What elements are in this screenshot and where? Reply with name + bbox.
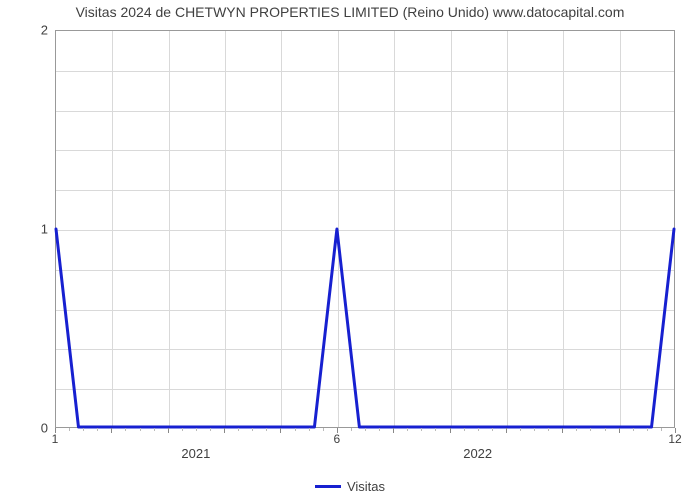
x-tick-minor	[365, 428, 366, 431]
x-tick-minor	[520, 428, 521, 431]
x-tick-label-12: 12	[668, 432, 681, 446]
x-tick	[168, 428, 169, 433]
x-tick-minor	[351, 428, 352, 431]
x-tick-minor	[252, 428, 253, 431]
x-tick-minor	[464, 428, 465, 431]
x-tick-minor	[69, 428, 70, 431]
x-tick-minor	[154, 428, 155, 431]
x-tick	[393, 428, 394, 433]
y-tick-0: 0	[41, 421, 48, 436]
x-tick	[506, 428, 507, 433]
legend-swatch	[315, 485, 341, 488]
x-tick-minor	[478, 428, 479, 431]
x-axis-year-2021: 2021	[181, 446, 210, 461]
x-tick-minor	[661, 428, 662, 431]
x-tick-label-1: 1	[52, 432, 59, 446]
chart-title: Visitas 2024 de CHETWYN PROPERTIES LIMIT…	[0, 4, 700, 20]
x-tick-minor	[323, 428, 324, 431]
x-tick-minor	[548, 428, 549, 431]
x-tick-minor	[295, 428, 296, 431]
y-tick-2: 2	[41, 23, 48, 38]
x-tick-minor	[266, 428, 267, 431]
chart-container: Visitas 2024 de CHETWYN PROPERTIES LIMIT…	[0, 0, 700, 500]
x-tick-minor	[492, 428, 493, 431]
x-tick-minor	[534, 428, 535, 431]
x-axis-year-2022: 2022	[463, 446, 492, 461]
legend-item-visitas: Visitas	[315, 479, 385, 494]
x-tick	[562, 428, 563, 433]
x-tick-minor	[125, 428, 126, 431]
x-tick-minor	[379, 428, 380, 431]
legend-label: Visitas	[347, 479, 385, 494]
x-tick	[224, 428, 225, 433]
series-line	[56, 31, 674, 427]
x-tick-minor	[647, 428, 648, 431]
plot-area	[55, 30, 675, 428]
x-tick-minor	[590, 428, 591, 431]
x-tick-label-6: 6	[333, 432, 340, 446]
legend: Visitas	[0, 475, 700, 494]
x-tick-minor	[605, 428, 606, 431]
x-tick-minor	[407, 428, 408, 431]
x-tick-minor	[633, 428, 634, 431]
x-tick-minor	[196, 428, 197, 431]
x-tick-minor	[210, 428, 211, 431]
x-tick	[111, 428, 112, 433]
x-tick	[280, 428, 281, 433]
x-tick-minor	[435, 428, 436, 431]
x-tick-minor	[421, 428, 422, 431]
x-tick-minor	[182, 428, 183, 431]
y-tick-1: 1	[41, 222, 48, 237]
x-tick-minor	[576, 428, 577, 431]
x-tick-minor	[140, 428, 141, 431]
x-tick-minor	[83, 428, 84, 431]
x-tick-minor	[309, 428, 310, 431]
x-tick	[619, 428, 620, 433]
x-tick	[450, 428, 451, 433]
x-tick-minor	[97, 428, 98, 431]
x-tick-minor	[238, 428, 239, 431]
